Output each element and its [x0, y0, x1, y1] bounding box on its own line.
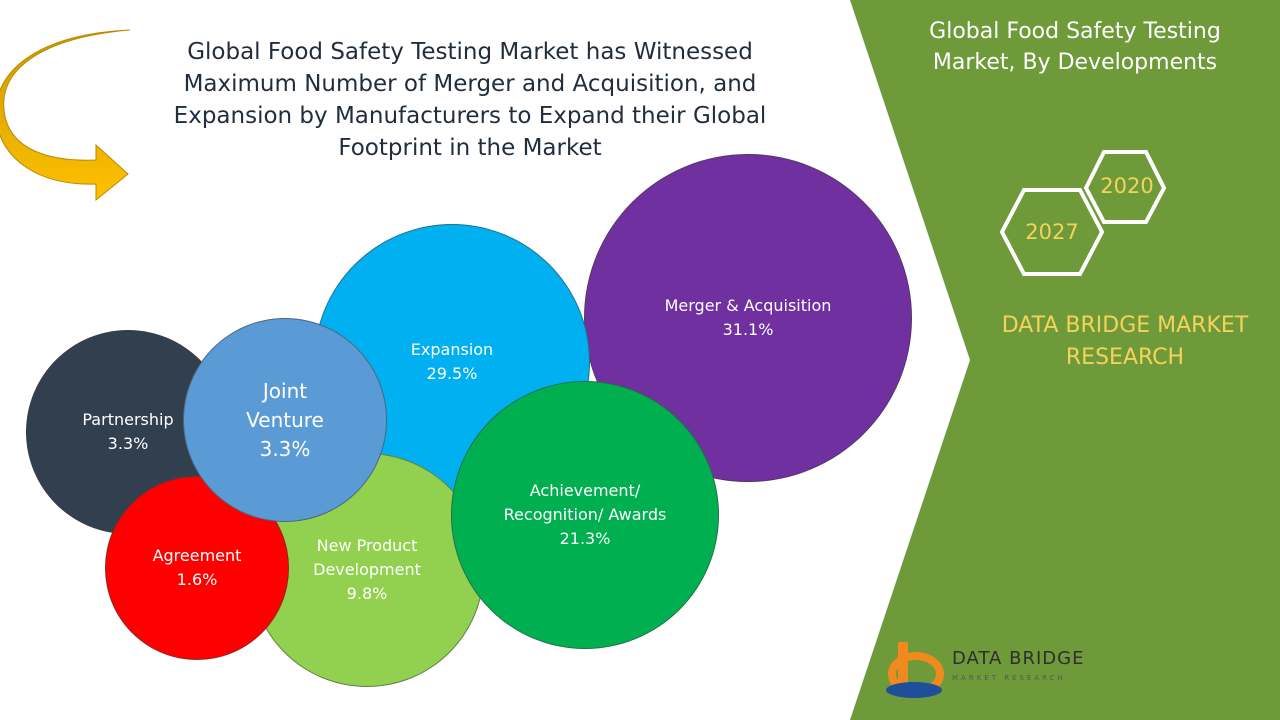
- bubble-value: 29.5%: [426, 364, 478, 383]
- bubble-label: Expansion: [410, 340, 494, 359]
- year-2020-label: 2020: [1100, 174, 1154, 198]
- bubble-achievement-recognition-awards: Achievement/ Recognition/ Awards 21.3%: [451, 381, 719, 649]
- bubble-label: Agreement: [152, 546, 242, 565]
- side-panel-title: Global Food Safety Testing Market, By De…: [929, 19, 1221, 75]
- year-2027-label: 2027: [1025, 220, 1079, 244]
- bubble-value: 31.1%: [722, 320, 774, 339]
- bubble-label: Partnership: [82, 410, 174, 429]
- bubble-value: 3.3%: [259, 436, 311, 461]
- side-panel: [850, 0, 1280, 720]
- bubble-value: 21.3%: [559, 529, 611, 548]
- bubble-label: Merger & Acquisition: [664, 296, 832, 315]
- hexagon-2027-icon: [999, 188, 1105, 276]
- logo-mark-icon: [886, 642, 944, 698]
- bubble-value: 1.6%: [176, 570, 218, 589]
- bubble-joint-venture: Joint Venture 3.3%: [183, 318, 387, 522]
- logo-text: DATA BRIDGE: [952, 648, 1085, 669]
- bubble-value: 3.3%: [107, 434, 149, 453]
- bubble-label: Joint Venture: [246, 378, 324, 432]
- logo-subtext: MARKET RESEARCH: [952, 674, 1066, 682]
- bubble-label: New Product Development: [313, 536, 421, 579]
- bubble-value: 9.8%: [346, 584, 388, 603]
- hexagon-2020-icon: [1083, 150, 1167, 224]
- brand-name: DATA BRIDGE MARKET RESEARCH: [1001, 313, 1249, 370]
- curved-arrow-icon: [0, 29, 131, 202]
- headline: Global Food Safety Testing Market has Wi…: [173, 39, 767, 161]
- bubble-label: Achievement/ Recognition/ Awards: [503, 481, 667, 524]
